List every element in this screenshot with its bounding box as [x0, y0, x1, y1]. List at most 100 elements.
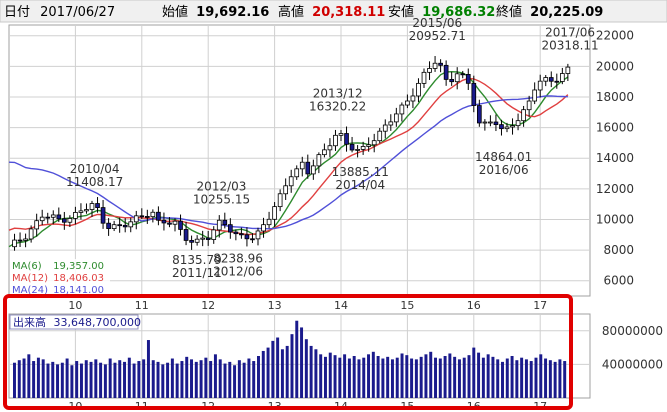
candlestick: [388, 114, 394, 131]
candlestick: [23, 233, 28, 248]
volume-bar: [137, 361, 141, 398]
candlestick: [399, 102, 405, 122]
price-panel: 6000 8000 10000 12000 14000 16000 18000 20000 22…: [8, 16, 634, 312]
candlestick: [482, 119, 488, 131]
candle-body: [277, 193, 283, 208]
candle-body: [100, 207, 106, 224]
candle-body: [299, 161, 305, 170]
volume-bar: [36, 357, 40, 398]
candle-body: [548, 77, 554, 82]
candle-body: [476, 105, 482, 124]
volume-bar: [328, 352, 332, 398]
volume-bar: [247, 358, 251, 398]
candlestick: [543, 75, 549, 87]
candle-body: [333, 134, 338, 147]
candle-body: [316, 154, 322, 167]
price-x-tick-label: 13: [268, 299, 282, 312]
candle-body: [17, 239, 23, 242]
volume-bar: [199, 360, 203, 398]
volume-bar: [534, 357, 538, 398]
candle-body: [261, 224, 266, 232]
candle-body: [427, 68, 432, 73]
candlestick: [56, 207, 62, 223]
volume-bar: [46, 363, 50, 398]
volume-bar: [142, 359, 146, 398]
candlestick: [34, 213, 40, 237]
svg-text:安値 19,686.32: 安値 19,686.32: [388, 4, 495, 20]
candlestick: [255, 227, 261, 246]
volume-bar: [558, 359, 562, 398]
low-value: 19,686.32: [422, 5, 495, 20]
volume-bar: [156, 361, 160, 398]
candle-body: [371, 140, 377, 146]
candle-body: [216, 219, 222, 231]
price-x-tick-label: 16: [467, 299, 481, 312]
candlestick: [194, 235, 200, 246]
candlestick: [111, 220, 117, 232]
price-x-tick-label: 11: [135, 299, 149, 312]
candle-body: [421, 71, 427, 84]
annotation-line: 2015/06: [412, 16, 462, 30]
legend-value: 19,357.00: [53, 261, 104, 272]
candle-body: [78, 210, 84, 213]
legend-label: MA(24): [12, 285, 48, 296]
candle-body: [95, 203, 100, 208]
candle-body: [565, 66, 571, 74]
volume-bar: [123, 361, 127, 398]
legend-label: MA(6): [12, 261, 42, 272]
volume-bar: [304, 339, 308, 398]
candle-body: [139, 215, 145, 218]
candle-body: [189, 240, 194, 243]
candle-body: [338, 133, 344, 136]
candlestick: [360, 141, 366, 155]
annotation-line: 2013/12: [313, 87, 363, 101]
candlestick: [526, 95, 532, 117]
price-x-tick-label: 17: [533, 299, 547, 312]
volume-bar: [395, 357, 399, 398]
candle-body: [73, 212, 78, 219]
volume-bar: [209, 361, 213, 398]
volume-bar: [190, 359, 193, 398]
candlestick: [50, 210, 56, 225]
candle-body: [56, 214, 62, 220]
candle-body: [250, 238, 255, 241]
candle-body: [410, 95, 416, 102]
volume-bar: [338, 357, 342, 398]
candle-body: [23, 238, 28, 241]
candlestick: [277, 189, 283, 212]
volume-legend-value: 33,648,700,000: [54, 316, 141, 329]
volume-bar: [204, 357, 208, 398]
candle-body: [443, 64, 449, 80]
candlestick: [355, 145, 360, 158]
candle-body: [156, 211, 161, 221]
volume-bar: [127, 357, 131, 398]
candle-body: [183, 229, 189, 241]
volume-bar: [405, 355, 409, 398]
volume-bar: [271, 340, 275, 398]
annotation-line: 2011/11: [172, 266, 222, 280]
volume-bar: [17, 360, 21, 398]
close-label: 終値: [496, 4, 522, 20]
volume-bar: [233, 365, 237, 398]
candlestick: [122, 218, 128, 233]
high-label: 高値: [278, 4, 304, 20]
candlestick: [554, 73, 560, 89]
candle-body: [438, 62, 443, 66]
volume-bar: [132, 363, 136, 398]
candlestick: [382, 119, 388, 139]
candlestick: [17, 232, 23, 248]
volume-bar: [457, 359, 461, 398]
candlestick: [178, 214, 183, 236]
price-tick-label: 8000: [603, 243, 634, 257]
annotation-line: 2016/06: [479, 163, 529, 177]
svg-text:始値 19,692.16: 始値 19,692.16: [162, 4, 269, 20]
volume-bar: [166, 362, 170, 398]
volume-bar: [276, 337, 280, 398]
annotation-line: 2014/04: [335, 178, 385, 192]
volume-bar: [228, 361, 232, 398]
volume-bar: [252, 361, 256, 398]
